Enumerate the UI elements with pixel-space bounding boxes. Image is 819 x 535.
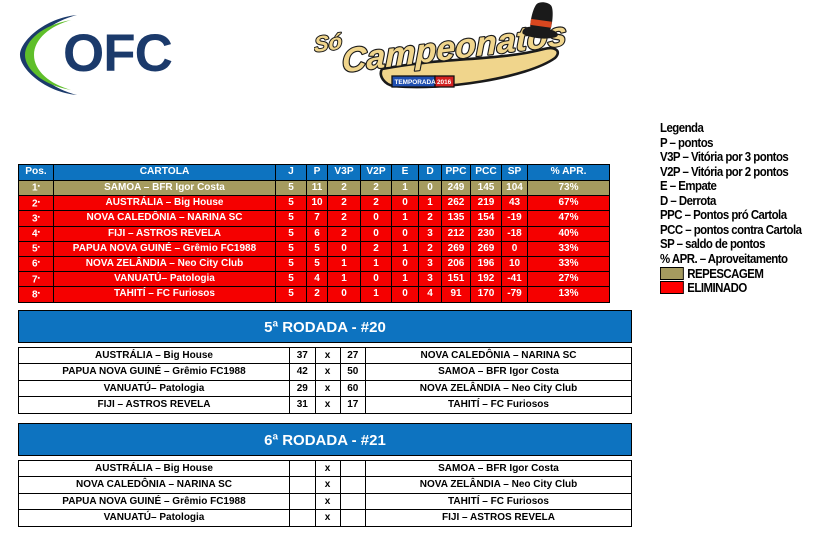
svg-text:TEMPORADA: TEMPORADA	[395, 79, 437, 86]
svg-text:2016: 2016	[437, 79, 452, 86]
svg-text:Só: Só	[314, 29, 342, 57]
svg-text:OFC: OFC	[63, 31, 172, 81]
